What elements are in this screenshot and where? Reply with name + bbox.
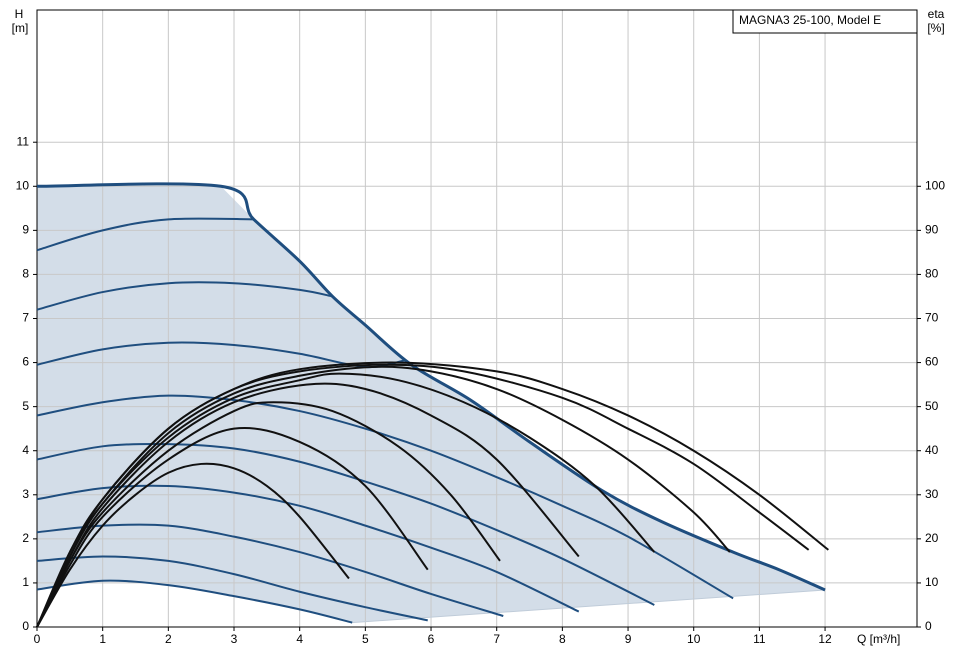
x-tick-label: 1	[99, 632, 106, 646]
x-tick-label: 9	[625, 632, 632, 646]
curve	[36, 361, 829, 628]
y2-tick-label: 0	[925, 619, 932, 633]
y-tick-label: 11	[17, 134, 30, 148]
curve	[36, 365, 731, 628]
plot-frame	[36, 9, 918, 628]
y-tick-label: 6	[22, 355, 29, 369]
y2-tick-label: 10	[925, 575, 939, 589]
y-tick-label: 4	[22, 443, 29, 457]
y2-tick-label: 80	[925, 267, 939, 281]
y-tick-label: 2	[22, 531, 29, 545]
curve	[36, 217, 254, 252]
y-tick-label: 8	[22, 267, 29, 281]
x-tick-label: 0	[34, 632, 41, 646]
curve	[36, 401, 501, 628]
curve	[36, 394, 734, 600]
x-tick-label: 10	[687, 632, 701, 646]
y-tick-label: 1	[22, 575, 29, 589]
x-tick-label: 12	[818, 632, 832, 646]
y-tick-label: 10	[16, 178, 30, 192]
y2-tick-label: 40	[925, 443, 939, 457]
y2-axis-label: eta	[928, 7, 945, 21]
curve	[36, 281, 333, 311]
x-axis-label: Q [m³/h]	[857, 632, 900, 646]
y2-tick-label: 20	[925, 531, 939, 545]
y2-axis-unit: [%]	[927, 21, 944, 35]
curve	[36, 462, 350, 628]
y2-tick-label: 100	[925, 178, 945, 192]
curve	[36, 579, 353, 624]
y2-tick-label: 50	[925, 399, 939, 413]
x-tick-label: 11	[753, 632, 766, 646]
y2-tick-label: 70	[925, 311, 939, 325]
y-axis-unit: [m]	[12, 21, 29, 35]
x-tick-label: 6	[428, 632, 435, 646]
y2-tick-label: 60	[925, 355, 939, 369]
lower-bound	[352, 589, 826, 624]
y2-tick-label: 30	[925, 487, 939, 501]
chart-title: MAGNA3 25-100, Model E	[739, 13, 881, 27]
x-tick-label: 8	[559, 632, 566, 646]
x-tick-label: 5	[362, 632, 369, 646]
y-tick-label: 7	[22, 311, 29, 325]
curve	[36, 182, 826, 592]
plot: 0 1 2 3 4 5 6 7 8 9 10 11 12012345678910110102030405…	[16, 9, 945, 646]
curve	[36, 442, 655, 606]
x-tick-label: 4	[296, 632, 303, 646]
curve	[36, 523, 504, 617]
x-tick-label: 2	[165, 632, 172, 646]
curve	[36, 484, 580, 613]
y-tick-label: 3	[22, 487, 29, 501]
curve	[36, 555, 428, 622]
x-tick-label: 3	[231, 632, 238, 646]
curve	[36, 382, 580, 628]
x-tick-label: 7	[493, 632, 500, 646]
y-tick-label: 9	[22, 223, 29, 237]
y-tick-label: 5	[22, 399, 29, 413]
y-axis-label: H	[15, 7, 24, 21]
curve	[36, 427, 429, 628]
title-box	[732, 9, 918, 34]
y-tick-label: 0	[22, 619, 29, 633]
y2-tick-label: 90	[925, 223, 939, 237]
